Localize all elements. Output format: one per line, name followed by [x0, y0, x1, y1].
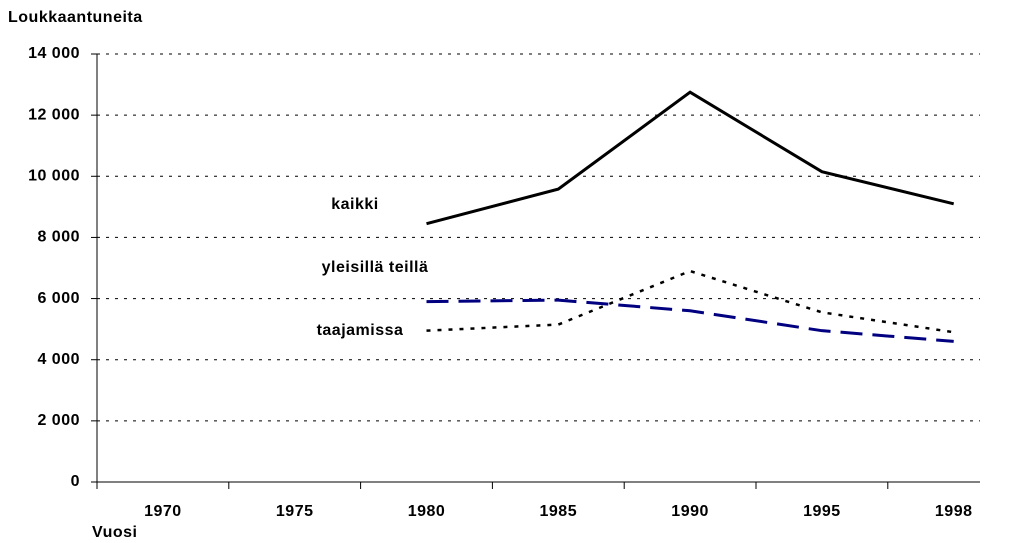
y-tick-label: 6 000 [37, 290, 80, 307]
x-tick-label: 1970 [144, 503, 182, 520]
series-label: yleisillä teillä [322, 259, 429, 276]
y-axis-title: Loukkaantuneita [8, 9, 143, 26]
x-axis-title: Vuosi [92, 524, 137, 541]
x-tick-label: 1998 [935, 503, 973, 520]
series-line [426, 298, 954, 343]
y-tick-label: 8 000 [37, 229, 80, 246]
x-tick-label: 1990 [671, 503, 709, 520]
y-tick-label: 4 000 [37, 351, 80, 368]
x-tick-label: 1985 [540, 503, 578, 520]
y-tick-label: 2 000 [37, 412, 80, 429]
x-tick-label: 1995 [803, 503, 841, 520]
series-line [426, 90, 955, 226]
y-tick-label: 14 000 [28, 45, 80, 62]
y-tick-label: 12 000 [28, 106, 80, 123]
series-label: kaikki [331, 196, 378, 213]
x-tick-label: 1980 [408, 503, 446, 520]
y-tick-label: 10 000 [28, 168, 80, 185]
x-tick-label: 1975 [276, 503, 314, 520]
y-tick-label: 0 [71, 473, 80, 490]
series-label: taajamissa [317, 322, 404, 339]
